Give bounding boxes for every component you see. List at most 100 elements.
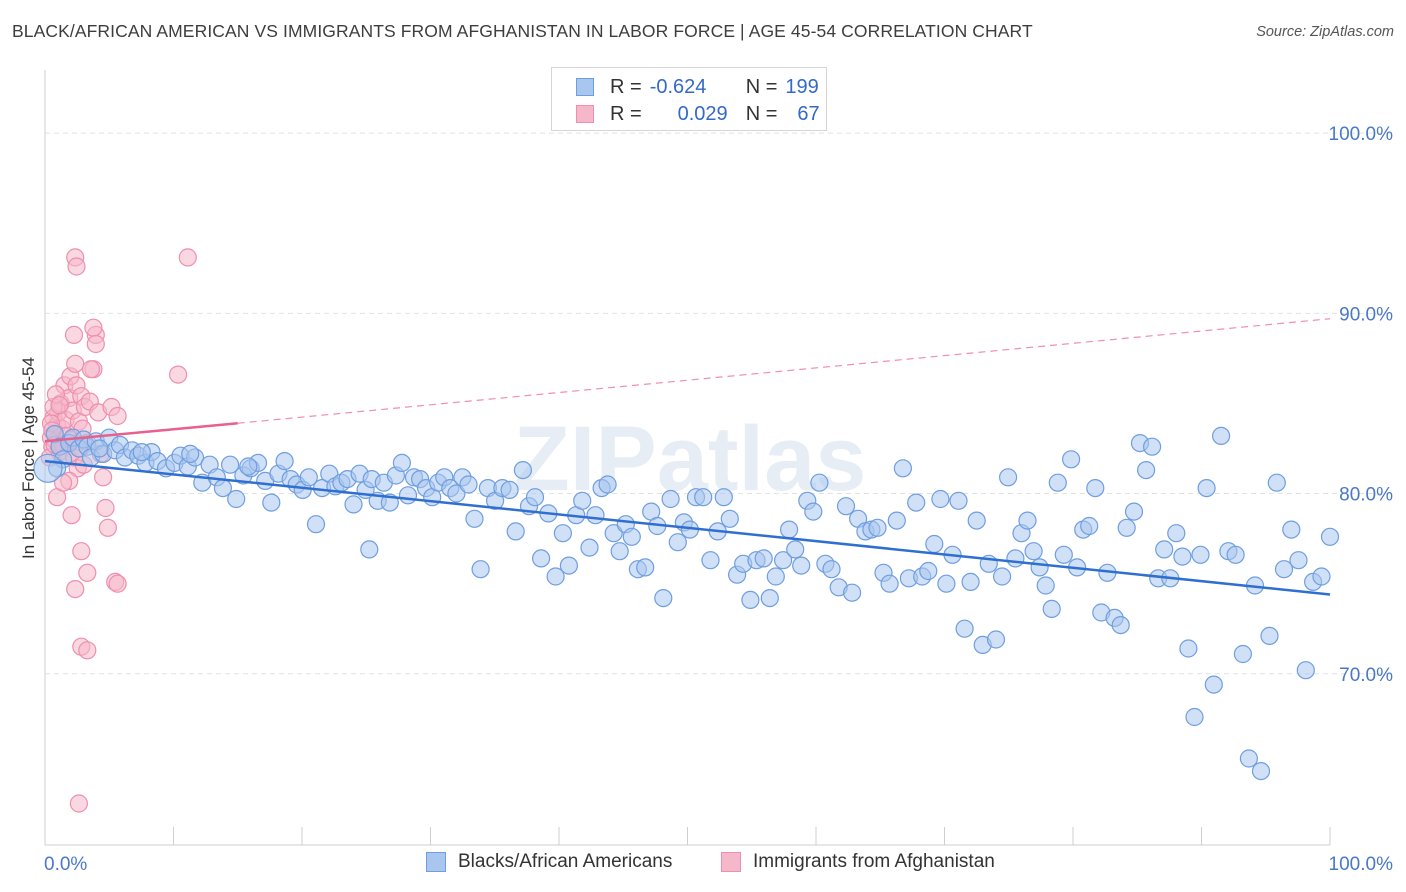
data-point-blacks <box>344 495 363 514</box>
x-tick-labels: 0.0% 100.0% <box>44 854 1393 875</box>
trend-line-afghanistan-extension <box>237 318 1331 424</box>
y-tick-label: 90.0% <box>1339 304 1393 325</box>
n-value: 199 <box>785 75 819 98</box>
data-point-blacks <box>1191 545 1210 564</box>
data-point-blacks <box>654 588 673 608</box>
data-point-blacks <box>1251 761 1271 781</box>
data-point-blacks <box>931 489 950 509</box>
data-point-blacks <box>33 453 63 483</box>
data-point-blacks <box>919 561 938 581</box>
data-point-blacks <box>227 489 246 509</box>
data-point-afghanistan <box>62 506 81 525</box>
data-point-blacks <box>836 497 856 516</box>
series-blacks-african-americans <box>33 425 1340 781</box>
data-point-blacks <box>559 556 579 575</box>
data-point-afghanistan <box>93 468 113 487</box>
data-point-blacks <box>887 511 906 530</box>
data-point-blacks <box>90 439 109 458</box>
data-point-blacks <box>1274 560 1294 579</box>
legend-swatch-pink <box>721 852 741 872</box>
data-point-blacks <box>992 567 1012 586</box>
data-point-blacks <box>779 520 799 539</box>
data-point-afghanistan <box>81 360 101 379</box>
data-point-blacks <box>1086 479 1105 498</box>
y-tick-labels: 70.0% 80.0% 90.0% 100.0% <box>1329 124 1394 686</box>
n-label: N = <box>745 75 778 98</box>
data-point-blacks <box>694 488 713 507</box>
trend-lines <box>44 318 1331 596</box>
data-point-blacks <box>1179 639 1198 658</box>
data-point-blacks <box>792 556 811 575</box>
data-point-blacks <box>513 461 533 480</box>
data-point-blacks <box>1018 511 1037 530</box>
data-point-blacks <box>1155 540 1174 559</box>
data-point-blacks <box>754 549 773 568</box>
data-point-blacks <box>1054 545 1073 564</box>
data-point-blacks <box>949 491 968 510</box>
r-label: R = <box>610 102 642 125</box>
data-point-blacks <box>893 459 913 478</box>
data-point-blacks <box>1042 599 1061 619</box>
data-point-blacks <box>868 518 887 537</box>
data-point-blacks <box>967 511 986 530</box>
data-point-blacks <box>471 560 490 579</box>
data-point-blacks <box>531 549 551 568</box>
data-point-blacks <box>786 540 805 559</box>
data-point-blacks <box>553 524 573 543</box>
data-point-afghanistan <box>67 257 86 276</box>
data-point-afghanistan <box>78 641 97 660</box>
data-point-blacks <box>586 506 605 525</box>
data-point-blacks <box>239 457 258 476</box>
data-point-blacks <box>1024 542 1043 561</box>
data-point-blacks <box>636 558 655 577</box>
data-point-blacks <box>1048 473 1067 492</box>
data-point-blacks <box>986 630 1006 649</box>
n-label: N = <box>745 102 778 125</box>
data-point-blacks <box>221 455 240 474</box>
legend-swatch-blue <box>426 852 446 872</box>
data-point-blacks <box>822 560 841 579</box>
data-point-blacks <box>925 534 944 554</box>
data-point-blacks <box>275 452 294 471</box>
data-point-blacks <box>1312 567 1331 586</box>
legend-label-afghanistan: Immigrants from Afghanistan <box>753 851 995 872</box>
data-point-blacks <box>1296 661 1315 680</box>
data-point-blacks <box>1136 461 1156 480</box>
data-point-blacks <box>1030 558 1049 577</box>
data-point-blacks <box>773 551 793 570</box>
legend-swatch-pink <box>576 105 594 123</box>
data-point-blacks <box>907 493 926 512</box>
data-point-blacks <box>937 574 956 593</box>
data-point-blacks <box>804 502 823 521</box>
data-point-blacks <box>447 484 466 503</box>
data-point-afghanistan <box>96 498 115 518</box>
data-point-afghanistan <box>66 354 85 373</box>
data-point-blacks <box>1204 675 1223 694</box>
data-point-blacks <box>998 468 1018 487</box>
data-point-blacks <box>661 489 680 509</box>
data-point-blacks <box>622 527 641 546</box>
data-point-blacks <box>1036 576 1055 595</box>
data-point-blacks <box>1239 749 1259 768</box>
data-point-blacks <box>1080 516 1099 536</box>
data-point-afghanistan <box>108 574 127 593</box>
x-tick-label: 100.0% <box>1329 854 1394 875</box>
data-point-blacks <box>1111 615 1130 635</box>
series-immigrants-afghanistan <box>40 248 197 813</box>
data-point-blacks <box>1197 479 1216 498</box>
data-point-blacks <box>1289 551 1308 570</box>
data-point-blacks <box>459 475 478 494</box>
source-label: Source: ZipAtlas.com <box>1256 24 1394 40</box>
data-point-blacks <box>1267 473 1286 492</box>
data-point-blacks <box>1185 707 1204 727</box>
data-point-blacks <box>580 538 599 557</box>
data-point-blacks <box>1124 502 1144 521</box>
data-point-blacks <box>668 533 687 552</box>
data-point-blacks <box>1173 547 1192 566</box>
data-point-blacks <box>1260 626 1279 646</box>
data-point-blacks <box>506 522 525 541</box>
data-point-blacks <box>1226 545 1245 564</box>
data-point-afghanistan <box>69 794 89 813</box>
n-value: 67 <box>797 102 820 125</box>
